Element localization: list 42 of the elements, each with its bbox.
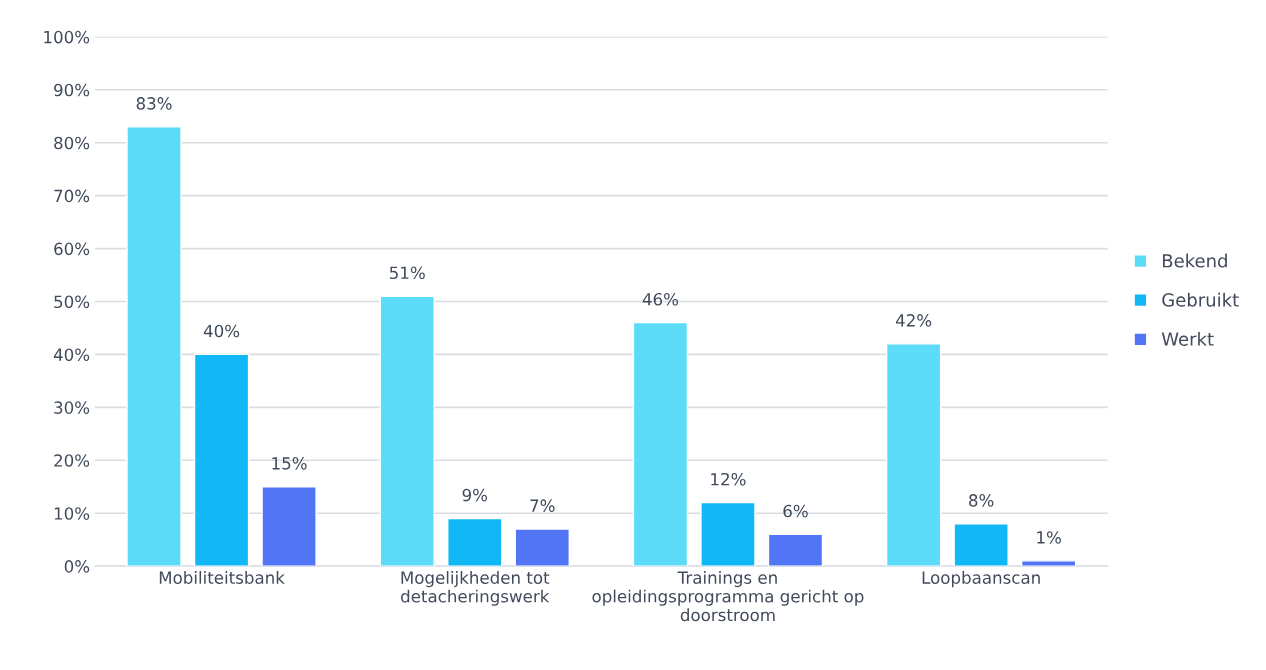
- data-label: 7%: [530, 499, 555, 512]
- legend-label: Gebruikt: [1162, 292, 1239, 307]
- data-label: 46%: [642, 292, 679, 306]
- bar: [193, 353, 250, 567]
- y-tick-label: 90%: [54, 83, 90, 97]
- x-tick-label: Mogelijkheden tot detacheringswerk: [401, 571, 550, 606]
- y-tick-label: 80%: [54, 136, 90, 150]
- data-label: 6%: [783, 504, 808, 518]
- data-label: 42%: [895, 314, 932, 327]
- bar: [885, 343, 942, 567]
- data-label: 83%: [136, 97, 172, 110]
- data-label: 1%: [1037, 531, 1061, 544]
- bar: [1020, 560, 1077, 567]
- legend-label: Werkt: [1161, 331, 1214, 346]
- bar: [514, 528, 570, 567]
- bar: [700, 501, 756, 567]
- data-label: 15%: [272, 457, 307, 470]
- y-tick-label: 50%: [54, 295, 90, 309]
- bar: [379, 295, 435, 567]
- x-tick-label: Loopbaanscan: [922, 571, 1040, 588]
- x-tick-label: Mobiliteitsbank: [159, 571, 285, 584]
- y-tick-label: 100%: [44, 30, 90, 44]
- x-tick-label: Trainings en opleidingsprogramma gericht op doorstroom: [592, 571, 864, 622]
- bar: [632, 321, 689, 567]
- y-tick-label: 0%: [64, 560, 90, 573]
- y-tick-label: 40%: [53, 348, 90, 361]
- y-tick-label: 60%: [54, 242, 90, 256]
- bar: [261, 486, 317, 567]
- data-label: 51%: [389, 266, 425, 280]
- bar: [126, 126, 182, 567]
- data-label: 40%: [203, 324, 240, 338]
- data-label: 9%: [462, 488, 488, 502]
- y-tick-label: 70%: [54, 189, 90, 203]
- y-tick-label: 10%: [54, 507, 90, 520]
- legend-label: Bekend: [1162, 253, 1227, 268]
- y-tick-label: 20%: [54, 454, 90, 467]
- bar: [953, 523, 1009, 567]
- bar: [767, 533, 824, 567]
- data-label: 8%: [969, 494, 994, 507]
- bar: [447, 517, 503, 567]
- y-tick-label: 30%: [54, 401, 90, 414]
- data-label: 12%: [711, 472, 746, 486]
